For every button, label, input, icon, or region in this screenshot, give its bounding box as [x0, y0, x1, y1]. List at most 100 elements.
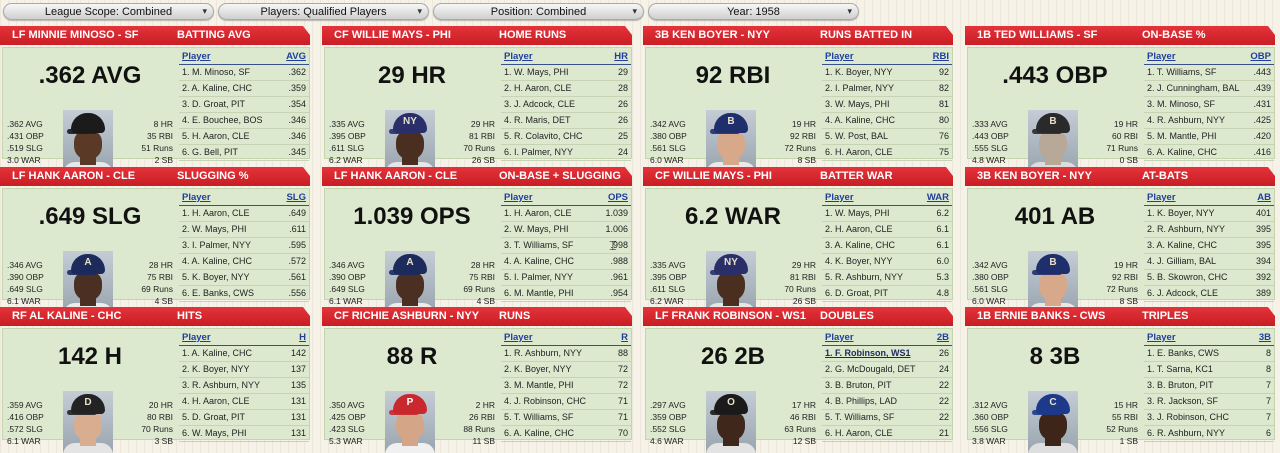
leader-row[interactable]: 4. K. Boyer, NYY 6.0 [822, 254, 952, 270]
leader-player-name[interactable]: 2. I. Palmer, NYY [825, 83, 895, 93]
player-photo[interactable]: C [1028, 391, 1078, 453]
leader-player-name[interactable]: 3. J. Robinson, CHC [1147, 412, 1230, 422]
leader-player-name[interactable]: 1. H. Aaron, CLE [182, 208, 250, 218]
leader-player-name[interactable]: 4. B. Phillips, LAD [825, 396, 898, 406]
leader-row[interactable]: 1. T. Williams, SF .443 [1144, 65, 1274, 81]
leader-row[interactable]: 3. T. Williams, SF .998 [501, 238, 631, 254]
leader-player-name[interactable]: 5. R. Ashburn, NYY [825, 272, 904, 282]
leader-player-name[interactable]: 5. T. Williams, SF [825, 412, 895, 422]
leader-row[interactable]: 6. A. Kaline, CHC .416 [1144, 145, 1274, 161]
leader-player-title[interactable]: LF FRANK ROBINSON - WS1 [655, 310, 806, 322]
leader-row[interactable]: 5. M. Mantle, PHI .420 [1144, 129, 1274, 145]
leader-player-name[interactable]: 3. J. Adcock, CLE [504, 99, 576, 109]
leader-row[interactable]: 6. E. Banks, CWS .556 [179, 286, 309, 302]
player-column-header[interactable]: Player [182, 332, 211, 343]
leader-row[interactable]: 6. W. Mays, PHI 131 [179, 426, 309, 442]
leader-player-name[interactable]: 1. K. Boyer, NYY [1147, 208, 1215, 218]
leader-row[interactable]: 1. M. Minoso, SF .362 [179, 65, 309, 81]
leader-row[interactable]: 3. R. Ashburn, NYY 135 [179, 378, 309, 394]
leader-player-name[interactable]: 5. T. Williams, SF [504, 412, 574, 422]
leader-row[interactable]: 5. H. Aaron, CLE .346 [179, 129, 309, 145]
leader-row[interactable]: 5. R. Ashburn, NYY 5.3 [822, 270, 952, 286]
leader-player-name[interactable]: 5. I. Palmer, NYY [504, 272, 574, 282]
leader-player-title[interactable]: 1B ERNIE BANKS - CWS [977, 310, 1106, 322]
player-photo[interactable]: B [706, 110, 756, 172]
leader-player-name[interactable]: 5. B. Skowron, CHC [1147, 272, 1228, 282]
stat-column-header[interactable]: 3B [1258, 332, 1271, 343]
leader-player-name[interactable]: 6. I. Palmer, NYY [504, 147, 574, 157]
player-column-header[interactable]: Player [825, 192, 854, 203]
leader-player-name[interactable]: 6. H. Aaron, CLE [825, 428, 893, 438]
player-column-header[interactable]: Player [825, 332, 854, 343]
leader-player-name[interactable]: 3. D. Groat, PIT [182, 99, 246, 109]
leader-player-name[interactable]: 1. A. Kaline, CHC [182, 348, 253, 358]
leader-row[interactable]: 4. E. Bouchee, BOS .346 [179, 113, 309, 129]
leader-row[interactable]: 3. I. Palmer, NYY .595 [179, 238, 309, 254]
leader-player-name[interactable]: 2. W. Mays, PHI [504, 224, 569, 234]
player-column-header[interactable]: Player [1147, 332, 1176, 343]
leader-row[interactable]: 3. M. Minoso, SF .431 [1144, 97, 1274, 113]
player-photo[interactable]: B [1028, 110, 1078, 172]
leader-player-name[interactable]: 1. T. Williams, SF [1147, 67, 1217, 77]
leader-row[interactable]: 4. J. Gilliam, BAL 394 [1144, 254, 1274, 270]
leader-row[interactable]: 1. H. Aaron, CLE 1.039 [501, 206, 631, 222]
leader-row[interactable]: 3. A. Kaline, CHC 6.1 [822, 238, 952, 254]
leader-row[interactable]: 3. D. Groat, PIT .354 [179, 97, 309, 113]
leader-player-name[interactable]: 1. H. Aaron, CLE [504, 208, 572, 218]
leader-player-name[interactable]: 4. A. Kaline, CHC [182, 256, 253, 266]
leader-player-name[interactable]: 1. T. Sarna, KC1 [1147, 364, 1213, 374]
leader-row[interactable]: 3. M. Mantle, PHI 72 [501, 378, 631, 394]
leader-player-name[interactable]: 2. J. Cunningham, BAL [1147, 83, 1240, 93]
stat-column-header[interactable]: WAR [926, 192, 949, 203]
leader-player-name[interactable]: 3. R. Ashburn, NYY [182, 380, 261, 390]
leader-row[interactable]: 3. J. Robinson, CHC 7 [1144, 410, 1274, 426]
stat-column-header[interactable]: 2B [936, 332, 949, 343]
player-column-header[interactable]: Player [504, 332, 533, 343]
leader-player-name[interactable]: 2. H. Aaron, CLE [825, 224, 893, 234]
leader-player-name[interactable]: 6. D. Groat, PIT [825, 288, 889, 298]
leader-player-name[interactable]: 3. A. Kaline, CHC [825, 240, 896, 250]
leader-player-name[interactable]: 2. H. Aaron, CLE [504, 83, 572, 93]
leader-player-name[interactable]: 5. W. Post, BAL [825, 131, 889, 141]
leader-row[interactable]: 3. B. Bruton, PIT 22 [822, 378, 952, 394]
leader-row[interactable]: 5. W. Post, BAL 76 [822, 129, 952, 145]
leader-player-title[interactable]: 1B TED WILLIAMS - SF [977, 29, 1098, 41]
leader-player-name[interactable]: 5. H. Aaron, CLE [182, 131, 250, 141]
leader-player-name[interactable]: 5. K. Boyer, NYY [182, 272, 250, 282]
leader-row[interactable]: 6. H. Aaron, CLE 21 [822, 426, 952, 442]
leader-row[interactable]: 2. K. Boyer, NYY 137 [179, 362, 309, 378]
leader-player-name[interactable]: 2. K. Boyer, NYY [182, 364, 250, 374]
leader-row[interactable]: 3. R. Jackson, SF 7 [1144, 394, 1274, 410]
leader-player-name[interactable]: 1. W. Mays, PHI [504, 67, 569, 77]
leader-player-name[interactable]: 6. R. Ashburn, NYY [1147, 428, 1226, 438]
leader-row[interactable]: 2. K. Boyer, NYY 72 [501, 362, 631, 378]
stat-column-header[interactable]: AVG [286, 51, 306, 62]
leader-player-title[interactable]: LF HANK AARON - CLE [334, 170, 458, 182]
leader-player-name[interactable]: 6. A. Kaline, CHC [1147, 147, 1218, 157]
leader-row[interactable]: 6. D. Groat, PIT 4.8 [822, 286, 952, 302]
player-photo[interactable]: NY [385, 110, 435, 172]
leader-row[interactable]: 4. J. Robinson, CHC 71 [501, 394, 631, 410]
leader-player-title[interactable]: RF AL KALINE - CHC [12, 310, 122, 322]
leader-player-name[interactable]: 3. B. Bruton, PIT [1147, 380, 1214, 390]
leader-row[interactable]: 6. A. Kaline, CHC 70 [501, 426, 631, 442]
stat-column-header[interactable]: RBI [932, 51, 949, 62]
leader-player-name[interactable]: 5. M. Mantle, PHI [1147, 131, 1217, 141]
leader-row[interactable]: 2. G. McDougald, DET 24 [822, 362, 952, 378]
leader-row[interactable]: 2. A. Kaline, CHC .359 [179, 81, 309, 97]
leader-row[interactable]: 1. T. Sarna, KC1 8 [1144, 362, 1274, 378]
leader-player-name[interactable]: 2. G. McDougald, DET [825, 364, 916, 374]
player-photo[interactable]: A [63, 251, 113, 313]
leader-player-name[interactable]: 3. M. Minoso, SF [1147, 99, 1216, 109]
leader-row[interactable]: 5. R. Colavito, CHC 25 [501, 129, 631, 145]
leader-row[interactable]: 4. B. Phillips, LAD 22 [822, 394, 952, 410]
leader-row[interactable]: 1. W. Mays, PHI 6.2 [822, 206, 952, 222]
stat-column-header[interactable]: OPS [607, 192, 628, 203]
leader-player-name[interactable]: 3. A. Kaline, CHC [1147, 240, 1218, 250]
leader-player-name[interactable]: 4. K. Boyer, NYY [825, 256, 893, 266]
leader-player-name[interactable]: 4. A. Kaline, CHC [504, 256, 575, 266]
leader-player-name[interactable]: 4. E. Bouchee, BOS [182, 115, 263, 125]
stat-column-header[interactable]: AB [1257, 192, 1271, 203]
leader-row[interactable]: 1. W. Mays, PHI 29 [501, 65, 631, 81]
leader-player-name[interactable]: 1. R. Ashburn, NYY [504, 348, 583, 358]
